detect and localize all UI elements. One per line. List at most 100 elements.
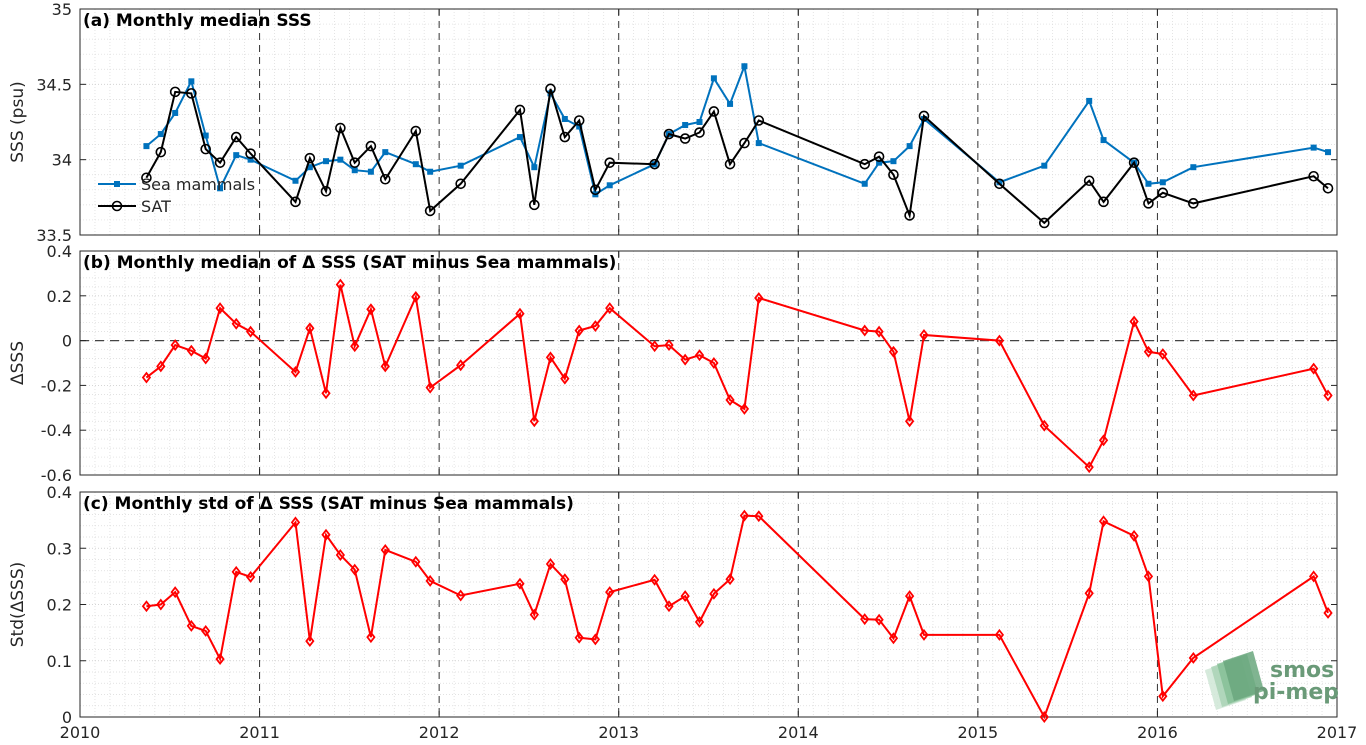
data-point [888,169,899,181]
data-point [290,516,301,529]
data-point [739,509,750,522]
data-point [1158,690,1168,703]
data-point [694,349,705,362]
data-point [679,133,691,144]
data-point [590,184,601,196]
data-point [335,278,346,291]
data-point [515,577,525,590]
data-point [682,122,689,129]
series-line [146,514,1329,720]
data-point [649,340,660,353]
series-line [145,62,1329,196]
data-point [754,510,764,523]
data-point [349,157,361,168]
y-tick-label: 0 [62,708,72,727]
data-point [545,351,556,364]
data-point [888,345,899,358]
data-point [247,156,254,163]
data-point [1157,187,1169,199]
data-point [292,177,299,184]
data-point [545,83,556,95]
panel-c: 0 0.1 0.2 0.3 0.4 2010 2011 2012 2013 2014 2015 201… [8,483,1357,742]
data-point [696,119,703,125]
data-point [170,339,180,352]
data-point [351,167,358,174]
y-tick-label: -0.6 [41,466,72,485]
data-point [918,110,930,122]
data-point [1098,515,1109,528]
legend-marker [114,181,120,187]
data-point [1188,389,1198,402]
legend-entry: SAT [141,197,171,216]
data-point [664,339,674,352]
data-point [904,210,915,221]
data-point [382,149,389,156]
y-tick-label: 0.4 [47,483,72,502]
data-point [217,185,224,192]
data-point [753,115,765,126]
tick-marks [79,250,1338,476]
data-point [1323,389,1333,402]
data-point [456,589,466,602]
data-point [233,152,240,159]
y-tick-label: -0.2 [41,376,72,395]
data-point [516,134,523,141]
data-point [994,628,1005,641]
data-point [1041,162,1048,169]
data-point [649,158,660,170]
data-point [427,168,434,175]
data-point [143,143,150,150]
data-point [576,123,583,130]
data-point [1084,587,1094,600]
x-tick-label: 2012 [419,723,460,742]
data-point [1309,362,1319,375]
data-point [201,624,211,637]
legend-entry: Sea mammals [141,175,255,194]
data-point [739,137,750,149]
x-tick-label: 2013 [598,723,639,742]
data-point [1159,179,1166,186]
data-point [290,196,301,208]
data-point [412,161,419,168]
data-point [215,653,225,666]
data-point [888,632,899,645]
data-point [169,86,181,98]
data-point [1039,419,1049,432]
data-point [201,352,211,365]
x-tick-label: 2011 [239,723,280,742]
data-point [874,613,884,626]
data-point [304,152,316,164]
data-point [455,178,466,190]
data-point [214,157,226,168]
data-point [1100,137,1107,144]
data-point [1143,198,1154,209]
logo-wave-icon [1223,651,1264,701]
panel-title: (b) Monthly median of Δ SSS (SAT minus S… [83,253,616,273]
data-point [694,615,705,628]
legend-marker [111,200,123,212]
data-point [876,159,883,166]
y-tick-label: 34 [52,151,72,170]
data-point [529,199,540,211]
data-point [1145,180,1152,187]
x-tick-label: 2015 [957,723,998,742]
data-point [873,151,885,162]
data-point [141,600,152,613]
data-point [545,558,556,570]
data-point [156,598,166,611]
data-point [1083,175,1095,187]
data-point [1188,651,1198,664]
data-point [425,574,435,587]
y-axis-label: ΔSSS [8,341,28,385]
year-lines [259,492,1158,717]
y-axis-label: SSS (psu) [8,81,28,162]
data-point [245,148,256,159]
data-point [919,329,929,341]
data-point [410,125,422,137]
data-point [1310,144,1317,151]
data-point [755,140,762,147]
data-point [664,600,674,613]
data-point [1098,434,1109,447]
data-point [188,78,195,85]
data-point [170,586,180,599]
